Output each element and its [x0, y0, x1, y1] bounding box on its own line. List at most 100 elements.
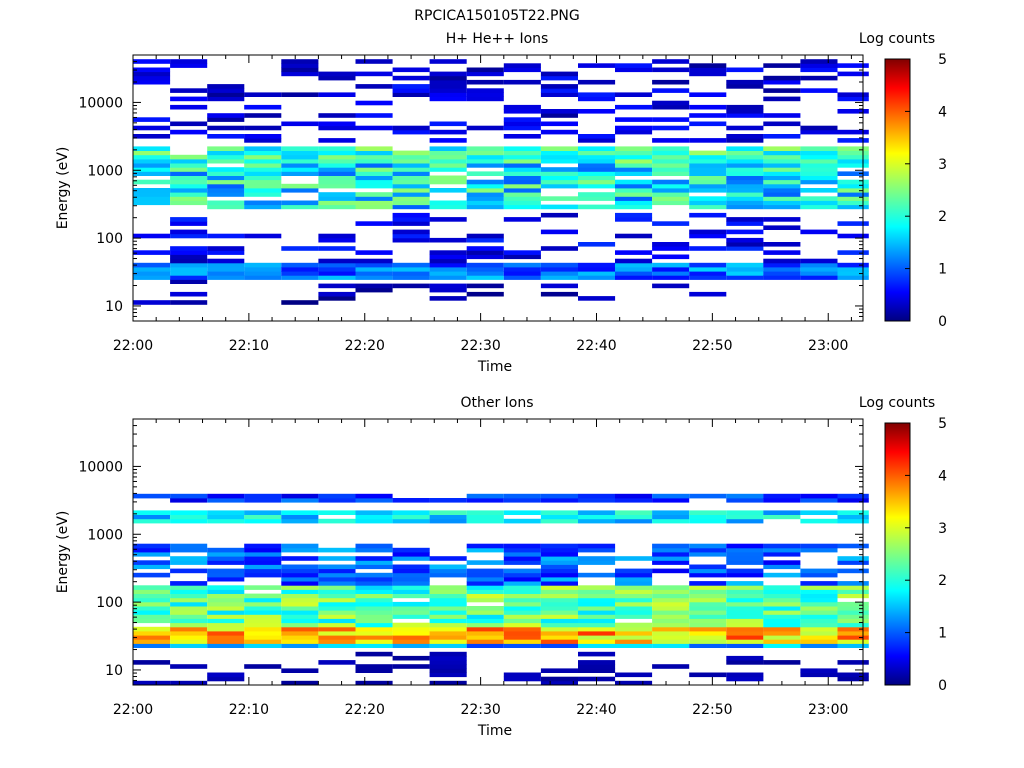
- heatmap-cell: [207, 134, 245, 139]
- heatmap-cell: [392, 576, 430, 582]
- heatmap-cell: [392, 622, 430, 628]
- heatmap-cell: [763, 643, 801, 648]
- heatmap-cell: [800, 668, 838, 673]
- heatmap-cell: [503, 672, 541, 678]
- heatmap-cell: [392, 510, 430, 515]
- heatmap-cell: [170, 643, 208, 648]
- heatmap-cell: [133, 196, 171, 201]
- heatmap-cell: [726, 175, 764, 181]
- heatmap-cell: [578, 163, 616, 168]
- heatmap-cell: [837, 618, 869, 624]
- heatmap-cell: [763, 196, 801, 201]
- panel-h-he-ions: H+ He++ Ions 22:00 22:10 22:20 22:30 22:40 22…: [55, 31, 947, 375]
- heatmap-cell: [355, 154, 393, 160]
- heatmap-cell: [244, 568, 282, 574]
- heatmap-cell: [244, 262, 282, 268]
- heatmap-cell: [615, 514, 653, 520]
- heatmap-cell: [318, 610, 356, 615]
- heatmap-cell: [726, 188, 764, 193]
- heatmap-cell: [207, 154, 245, 160]
- heatmap-cell: [689, 113, 727, 118]
- heatmap-cell: [170, 664, 208, 669]
- heatmap-cell: [466, 188, 504, 193]
- heatmap-cell: [540, 552, 578, 557]
- heatmap-cell: [652, 585, 690, 590]
- heatmap-cell: [763, 514, 801, 520]
- heatmap-cell: [355, 585, 393, 590]
- heatmap-cell: [170, 589, 208, 594]
- heatmap-cell: [318, 660, 356, 665]
- heatmap-cell: [429, 200, 467, 206]
- heatmap-cell: [503, 543, 541, 549]
- heatmap-cell: [170, 518, 208, 524]
- heatmap-cell: [244, 664, 282, 669]
- heatmap-cell: [392, 271, 430, 276]
- heatmap-cell: [244, 175, 282, 181]
- heatmap-cell: [837, 192, 869, 197]
- heatmap-cell: [429, 643, 467, 648]
- heatmap-cell: [355, 614, 393, 619]
- heatmap-cell: [652, 59, 690, 64]
- heatmap-cell: [837, 275, 869, 280]
- heatmap-cell: [244, 150, 282, 156]
- heatmap-cell: [466, 291, 504, 297]
- heatmap-cell: [615, 204, 653, 210]
- heatmap-cell: [281, 158, 319, 164]
- heatmap-cell: [466, 631, 504, 636]
- heatmap-cell: [392, 606, 430, 611]
- heatmap-cell: [466, 96, 504, 102]
- heatmap-cell: [133, 601, 171, 607]
- heatmap-cell: [281, 271, 319, 276]
- heatmap-cell: [466, 171, 504, 176]
- heatmap-cell: [392, 275, 430, 280]
- heatmap-cell: [763, 179, 801, 185]
- heatmap-cell: [318, 568, 356, 574]
- heatmap-cell: [652, 271, 690, 276]
- heatmap-cell: [392, 547, 430, 553]
- heatmap-cell: [133, 79, 171, 85]
- heatmap-cell: [540, 146, 578, 151]
- heatmap-cell: [281, 518, 319, 524]
- heatmap-cell: [170, 556, 208, 561]
- heatmap-cell: [689, 543, 727, 549]
- heatmap-cell: [355, 258, 393, 264]
- heatmap-cell: [429, 585, 467, 590]
- heatmap-cell: [763, 262, 801, 268]
- heatmap-cell: [837, 626, 869, 632]
- colorbar-tick-label: 1: [938, 262, 947, 278]
- heatmap-cell: [689, 585, 727, 590]
- heatmap-cell: [503, 614, 541, 619]
- heatmap-cell: [726, 271, 764, 276]
- heatmap-cell: [392, 267, 430, 272]
- heatmap-cell: [578, 175, 616, 181]
- heatmap-cell: [392, 212, 430, 218]
- heatmap-cell: [318, 606, 356, 611]
- heatmap-cell: [207, 233, 245, 239]
- heatmap-cell: [133, 275, 171, 280]
- heatmap-cell: [652, 88, 690, 93]
- heatmap-cell: [652, 283, 690, 289]
- x-tick-label: 22:30: [460, 338, 500, 354]
- heatmap-cell: [355, 71, 393, 77]
- heatmap-cell: [726, 267, 764, 272]
- heatmap-cell: [318, 283, 356, 289]
- colorbar: [884, 422, 911, 686]
- heatmap-cell: [207, 552, 245, 557]
- heatmap-cell: [392, 593, 430, 599]
- heatmap-cell: [540, 564, 578, 570]
- heatmap-cell: [800, 229, 838, 235]
- heatmap-cell: [466, 606, 504, 611]
- heatmap-cell: [355, 680, 393, 686]
- heatmap-cell: [540, 543, 578, 549]
- heatmap-cell: [170, 196, 208, 201]
- heatmap-cell: [429, 635, 467, 640]
- heatmap-cell: [244, 179, 282, 185]
- heatmap-cell: [615, 510, 653, 515]
- heatmap-cell: [355, 192, 393, 197]
- heatmap-cell: [466, 163, 504, 168]
- heatmap-cell: [281, 631, 319, 636]
- heatmap-cell: [318, 589, 356, 594]
- heatmap-cell: [207, 92, 245, 97]
- heatmap-cell: [503, 146, 541, 151]
- heatmap-cell: [429, 129, 467, 135]
